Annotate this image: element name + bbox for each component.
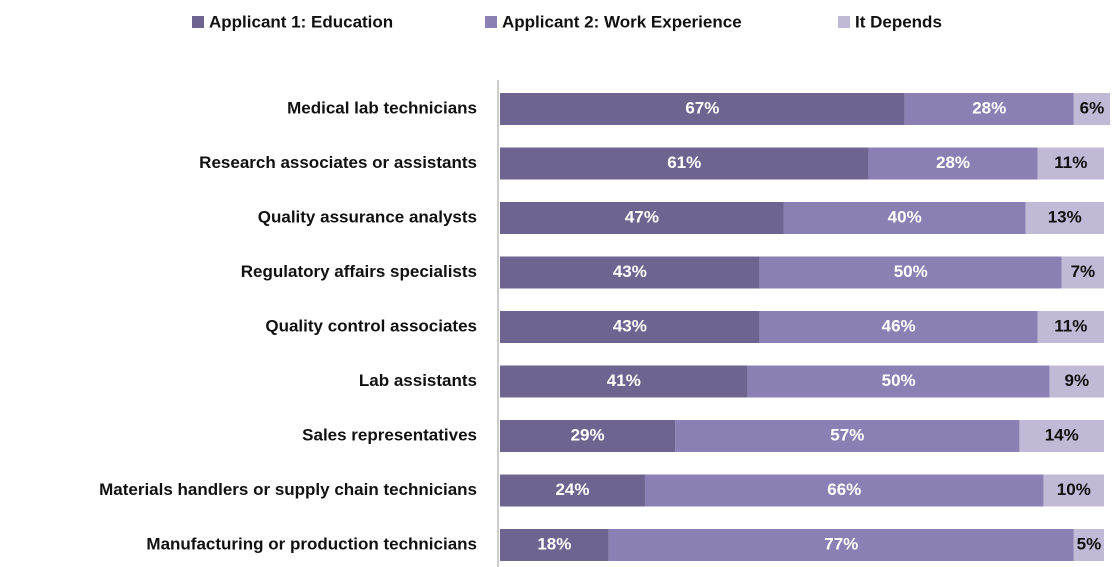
value-label: 66% — [827, 480, 861, 499]
category-label: Lab assistants — [359, 371, 477, 390]
value-label: 18% — [537, 534, 571, 553]
value-label: 9% — [1065, 371, 1090, 390]
bar-segment — [1073, 93, 1111, 125]
bar-segment — [500, 256, 760, 289]
bar-segment — [675, 420, 1020, 452]
bar-segment — [1049, 365, 1104, 398]
value-label: 11% — [1054, 153, 1087, 172]
bar-segment — [783, 202, 1026, 234]
value-label: 5% — [1077, 534, 1102, 553]
value-label: 11% — [1054, 316, 1087, 335]
bar-segment — [1025, 202, 1104, 234]
bar-segment — [500, 365, 748, 398]
category-label: Quality control associates — [265, 316, 477, 335]
category-label: Quality assurance analysts — [258, 207, 477, 226]
bar-segment — [1073, 529, 1104, 561]
category-label: Medical lab technicians — [287, 98, 477, 117]
value-label: 29% — [571, 425, 605, 444]
value-label: 28% — [936, 153, 970, 172]
value-label: 43% — [613, 262, 647, 281]
value-label: 77% — [824, 534, 858, 553]
category-label: Materials handlers or supply chain techn… — [99, 480, 477, 499]
value-label: 43% — [613, 316, 647, 335]
bar-segment — [500, 529, 609, 561]
legend-swatch — [192, 16, 204, 28]
bar-segment — [500, 93, 905, 125]
value-label: 7% — [1071, 262, 1096, 281]
bar-segment — [747, 365, 1050, 398]
bar-segment — [1019, 420, 1104, 452]
bar-segment — [500, 147, 869, 180]
value-label: 57% — [830, 425, 864, 444]
legend-swatch — [485, 16, 497, 28]
bar-segment — [500, 311, 760, 343]
legend-swatch — [838, 16, 850, 28]
legend-label: It Depends — [855, 12, 942, 31]
value-label: 24% — [555, 480, 589, 499]
bar-segment — [644, 474, 1044, 507]
value-label: 41% — [607, 371, 641, 390]
value-label: 14% — [1045, 425, 1079, 444]
legend-label: Applicant 2: Work Experience — [502, 12, 742, 31]
value-label: 40% — [888, 207, 922, 226]
value-label: 10% — [1057, 480, 1091, 499]
category-label: Manufacturing or production technicians — [146, 534, 477, 553]
bar-segment — [868, 147, 1038, 180]
value-label: 50% — [894, 262, 928, 281]
category-label: Research associates or assistants — [199, 153, 477, 172]
bar-segment — [500, 420, 676, 452]
value-label: 47% — [625, 207, 659, 226]
value-label: 46% — [882, 316, 916, 335]
legend-label: Applicant 1: Education — [209, 12, 393, 31]
bar-segment — [759, 256, 1062, 289]
value-label: 6% — [1080, 98, 1105, 117]
bar-segment — [608, 529, 1074, 561]
bar-segment — [1061, 256, 1104, 289]
bar-segment — [1037, 311, 1104, 343]
value-label: 50% — [882, 371, 916, 390]
bar-segment — [1043, 474, 1104, 507]
category-label: Regulatory affairs specialists — [241, 262, 477, 281]
bar-segment — [1037, 147, 1104, 180]
value-label: 61% — [667, 153, 701, 172]
bar-segment — [500, 474, 645, 507]
value-label: 13% — [1048, 207, 1082, 226]
bar-segment — [500, 202, 784, 234]
value-label: 67% — [685, 98, 719, 117]
bar-segment — [904, 93, 1074, 125]
bar-segment — [759, 311, 1038, 343]
category-label: Sales representatives — [302, 425, 477, 444]
value-label: 28% — [972, 98, 1006, 117]
